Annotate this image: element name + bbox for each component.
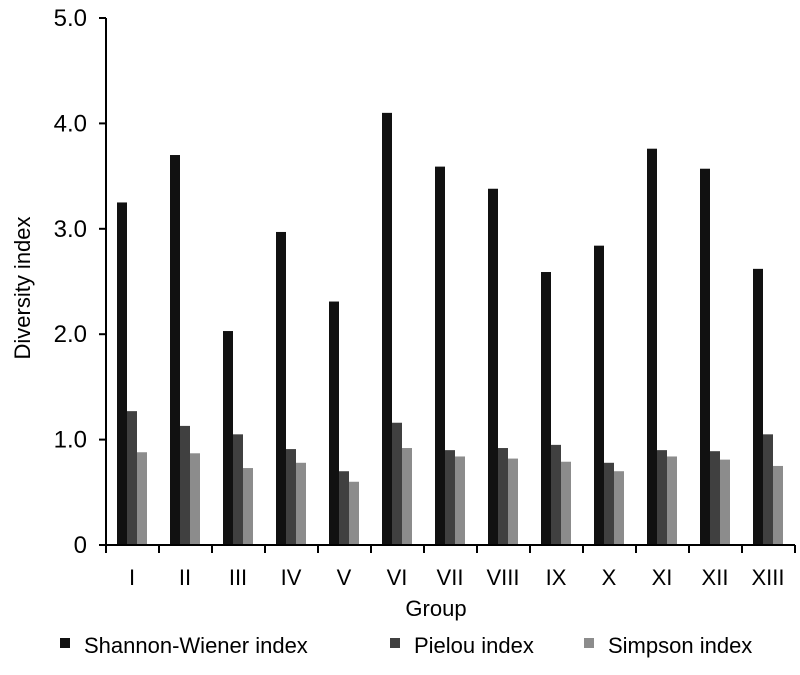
x-tick-label: IX [546,565,567,590]
bar-shannon-wiener-index-v [329,301,339,545]
x-tick-label: VIII [486,565,519,590]
bar-simpson-index-ix [561,461,571,545]
bar-pielou-index-v [339,471,349,545]
x-tick-label: V [337,565,352,590]
bar-simpson-index-x [614,471,624,545]
bar-simpson-index-xiii [773,465,783,545]
legend-label: Pielou index [414,633,534,658]
bar-simpson-index-iv [296,462,306,545]
x-axis-title: Group [405,596,466,621]
bar-pielou-index-ii [180,425,190,545]
legend-swatch [60,638,70,648]
bar-simpson-index-ii [190,453,200,545]
bar-simpson-index-xi [667,456,677,545]
bar-simpson-index-vii [455,456,465,545]
x-tick-label: XI [652,565,673,590]
bar-pielou-index-x [604,462,614,545]
y-axis-title: Diversity index [10,216,35,359]
legend-swatch [584,638,594,648]
bar-shannon-wiener-index-ix [541,272,551,545]
bar-pielou-index-i [127,411,137,545]
bar-simpson-index-vi [402,448,412,545]
bar-shannon-wiener-index-vii [435,166,445,545]
bar-simpson-index-viii [508,458,518,545]
axes-layer: I II III IV V VI VII VIII IX X XI XII XIII01.02.03.0… [54,5,796,590]
y-tick-label: 5.0 [54,5,87,32]
x-tick-label: XIII [751,565,784,590]
y-tick-label: 4.0 [54,110,87,137]
bars-layer [117,112,783,546]
y-tick-label: 1.0 [54,427,87,454]
bar-shannon-wiener-index-xii [700,168,710,546]
bar-simpson-index-iii [243,468,253,545]
legend-label: Simpson index [608,633,752,658]
x-tick-label: IV [281,565,302,590]
y-tick-label: 2.0 [54,321,87,348]
bar-simpson-index-v [349,481,359,545]
x-tick-label: VI [387,565,408,590]
bar-pielou-index-xiii [763,434,773,545]
bar-shannon-wiener-index-i [117,202,127,545]
x-tick-label: X [602,565,617,590]
bar-shannon-wiener-index-ii [170,155,180,545]
legend: Shannon-Wiener index Pielou index Simpson … [60,633,752,658]
y-tick-label: 3.0 [54,216,87,243]
bar-simpson-index-i [137,452,147,545]
bar-pielou-index-xii [710,451,720,545]
bar-shannon-wiener-index-iv [276,231,286,545]
legend-swatch [390,638,400,648]
bar-pielou-index-iii [233,434,243,545]
bar-pielou-index-iv [286,449,296,545]
bar-simpson-index-xii [720,459,730,545]
bar-shannon-wiener-index-xiii [753,268,763,545]
bar-pielou-index-xi [657,450,667,545]
x-tick-label: VII [437,565,464,590]
x-tick-label: III [229,565,247,590]
legend-label: Shannon-Wiener index [84,633,308,658]
bar-shannon-wiener-index-vi [382,112,392,546]
bar-pielou-index-viii [498,448,508,545]
y-tick-label: 0 [74,532,87,559]
bar-shannon-wiener-index-iii [223,331,233,545]
x-tick-label: II [179,565,191,590]
bar-pielou-index-ix [551,444,561,545]
bar-shannon-wiener-index-viii [488,188,498,546]
bar-pielou-index-vi [392,422,402,545]
x-tick-label: I [129,565,135,590]
bar-shannon-wiener-index-x [594,245,604,545]
bar-pielou-index-vii [445,450,455,545]
bar-shannon-wiener-index-xi [647,148,657,546]
x-tick-label: XII [702,565,729,590]
